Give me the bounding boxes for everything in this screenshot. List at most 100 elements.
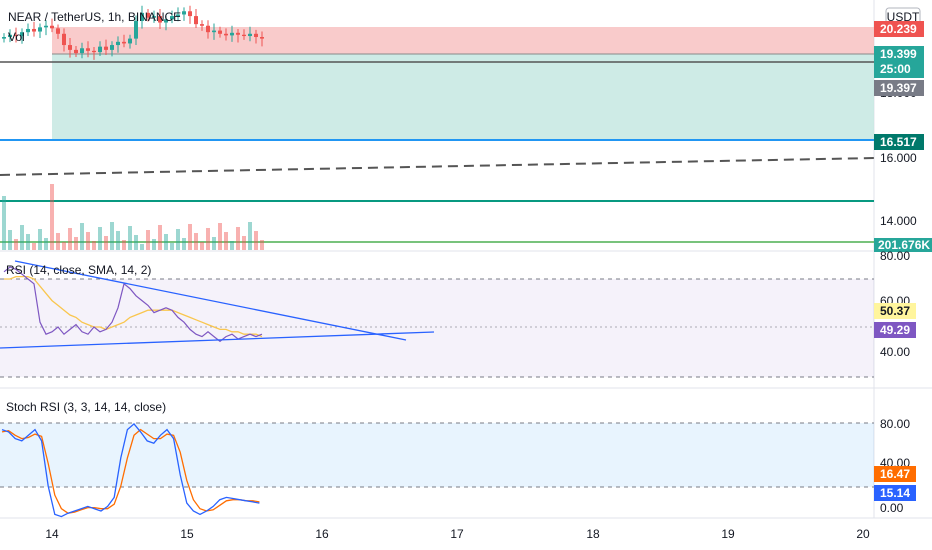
candle-body (194, 16, 198, 25)
stoch-k-value-label: 15.14 (880, 486, 910, 500)
position-stop-zone[interactable] (52, 54, 874, 140)
time-tick-14: 14 (45, 527, 59, 541)
candle-body (236, 32, 240, 35)
candle-body (122, 41, 126, 44)
time-tick-16: 16 (315, 527, 329, 541)
dashed-trend-line[interactable] (0, 157, 875, 176)
volume-bar (224, 232, 228, 250)
volume-bar (86, 232, 90, 250)
volume-bar (158, 225, 162, 250)
volume-bar (206, 228, 210, 250)
candle-body (92, 50, 96, 53)
price-candles[interactable] (2, 5, 264, 60)
volume-bar (188, 224, 192, 250)
volume-bar (116, 231, 120, 250)
stoch-tick-80: 80.00 (880, 417, 910, 431)
stoch-legend[interactable]: Stoch RSI (3, 3, 14, 14, close) (6, 400, 166, 414)
volume-bar (110, 222, 114, 250)
volume-bar (20, 225, 24, 250)
candle-body (44, 25, 48, 28)
volume-bar (68, 228, 72, 250)
candle-body (62, 33, 66, 46)
candle-body (134, 20, 138, 39)
volume-bar (74, 237, 78, 250)
stoch-tick-0: 0.00 (880, 501, 904, 515)
volume-bar (230, 241, 234, 250)
volume-bar (98, 227, 102, 250)
volume-bar (140, 244, 144, 250)
stop-price-tag (874, 134, 924, 150)
volume-bar (32, 243, 36, 250)
candle-body (146, 12, 150, 18)
time-tick-17: 17 (450, 527, 464, 541)
volume-bar (50, 184, 54, 250)
volume-bar (2, 196, 6, 250)
candle-body (80, 48, 84, 54)
volume-bar (122, 240, 126, 250)
stoch-k-line[interactable] (1, 422, 260, 518)
volume-bar (92, 241, 96, 250)
volume-bar (212, 237, 216, 250)
volume-bar (152, 239, 156, 250)
rsi-value-tag (874, 322, 916, 338)
volume-bar (56, 233, 60, 250)
time-tick-19: 19 (721, 527, 735, 541)
rsi-upper-trendline[interactable] (14, 260, 407, 341)
price-tick-14: 14.000 (880, 214, 917, 228)
countdown-label: 25:00 (880, 62, 911, 76)
volume-bar (104, 236, 108, 250)
stoch-band-background (0, 423, 874, 487)
entry-price-label: 19.397 (880, 81, 917, 95)
stop-price-label: 16.517 (880, 135, 917, 149)
entry-price-tag (874, 80, 924, 96)
time-tick-20: 20 (856, 527, 870, 541)
stoch-d-line[interactable] (1, 428, 260, 514)
candle-body (32, 28, 36, 32)
candle-body (128, 38, 132, 44)
stoch-d-value-tag (874, 466, 916, 482)
rsi-ma-value-tag (874, 303, 916, 319)
stoch-d-value-label: 16.47 (880, 467, 910, 481)
candle-body (182, 11, 186, 15)
volume-legend[interactable]: Vol (8, 30, 25, 44)
candle-body (188, 11, 192, 17)
candle-body (8, 34, 12, 38)
volume-bar (218, 223, 222, 250)
rsi-ma-line[interactable] (4, 275, 263, 338)
candle-body (20, 32, 24, 37)
volume-bar (200, 242, 204, 250)
volume-bar (248, 222, 252, 250)
candle-body (218, 30, 222, 34)
candle-body (56, 28, 60, 34)
candle-body (164, 19, 168, 23)
rsi-band-background (0, 279, 874, 377)
candle-body (176, 14, 180, 17)
time-tick-15: 15 (180, 527, 194, 541)
candle-body (140, 12, 144, 21)
volume-bar (254, 231, 258, 250)
time-tick-18: 18 (586, 527, 600, 541)
candle-body (152, 16, 156, 18)
rsi-lower-trendline[interactable] (0, 331, 435, 349)
last-price-label: 19.399 (880, 47, 917, 61)
rsi-legend[interactable]: RSI (14, close, SMA, 14, 2) (6, 263, 151, 277)
candle-body (230, 32, 234, 36)
volume-bar (146, 230, 150, 250)
price-tick-16: 16.000 (880, 151, 917, 165)
target-price-tag (874, 21, 924, 37)
volume-bar (194, 233, 198, 250)
candle-body (26, 28, 30, 33)
volume-bar (170, 243, 174, 250)
symbol-title[interactable]: NEAR / TetherUS, 1h, BINANCE (8, 10, 181, 24)
currency-button-label: USDT (887, 10, 920, 24)
last-price-tag (874, 46, 924, 78)
volume-bar (8, 230, 12, 250)
volume-bar (176, 229, 180, 250)
position-target-zone[interactable] (52, 27, 874, 54)
rsi-line[interactable] (3, 266, 263, 343)
target-price-label: 20.239 (880, 22, 917, 36)
volume-bar (260, 240, 264, 250)
rsi-value-label: 49.29 (880, 323, 910, 337)
candle-body (200, 24, 204, 26)
